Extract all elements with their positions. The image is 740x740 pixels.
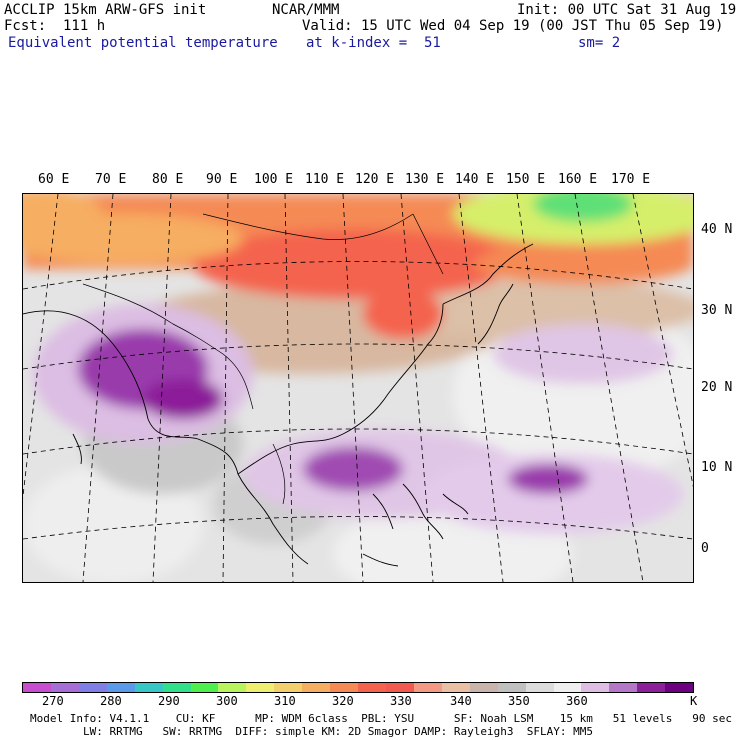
colorbar-tick-label: 290 <box>158 694 180 708</box>
smoothing-label: sm= 2 <box>578 35 621 51</box>
colorbar <box>22 682 694 693</box>
coastlines <box>23 243 534 567</box>
colorbar-swatch <box>190 683 219 692</box>
model-info-line2: LW: RRTMG SW: RRTMG DIFF: simple KM: 2D … <box>83 725 593 738</box>
colorbar-tick-label: 310 <box>274 694 296 708</box>
latitude-label: 0 <box>701 541 709 556</box>
colorbar-swatch <box>637 683 666 692</box>
colorbar-swatch <box>106 683 135 692</box>
longitude-label: 120 E <box>355 172 395 187</box>
colorbar-swatch <box>358 683 386 692</box>
colorbar-tick-label: 360 <box>566 694 588 708</box>
colorbar-tick-label: 320 <box>332 694 354 708</box>
colorbar-tick-label: 350 <box>508 694 530 708</box>
map-panel <box>22 193 694 583</box>
colorbar-swatch <box>23 683 51 692</box>
colorbar-swatch <box>553 683 582 692</box>
organization-label: NCAR/MMM <box>272 2 340 18</box>
colorbar-tick-label: 280 <box>100 694 122 708</box>
colorbar-swatch <box>497 683 526 692</box>
field-name: Equivalent potential temperature <box>8 35 278 51</box>
theta-e-field-map <box>23 194 693 582</box>
longitude-label: 110 E <box>305 172 345 187</box>
colorbar-swatch <box>302 683 331 692</box>
colorbar-swatch <box>609 683 638 692</box>
init-time: Init: 00 UTC Sat 31 Aug 19 <box>517 2 737 18</box>
latitude-label: 20 N <box>701 380 733 395</box>
longitude-label: 160 E <box>558 172 598 187</box>
colorbar-tick-label: 270 <box>42 694 64 708</box>
latitude-label: 30 N <box>701 303 733 318</box>
longitude-label: 70 E <box>95 172 127 187</box>
colorbar-unit: K <box>690 694 698 708</box>
longitude-label: 90 E <box>206 172 238 187</box>
colorbar-swatch <box>218 683 247 692</box>
colorbar-swatch <box>330 683 359 692</box>
graticule <box>23 194 693 582</box>
colorbar-swatch <box>441 683 470 692</box>
valid-time: Valid: 15 UTC Wed 04 Sep 19 (00 JST Thu … <box>302 18 724 34</box>
colorbar-tick-label: 340 <box>450 694 472 708</box>
longitude-label: 170 E <box>611 172 651 187</box>
latitude-label: 40 N <box>701 222 733 237</box>
longitude-label: 150 E <box>506 172 546 187</box>
field-patches <box>23 194 693 582</box>
colorbar-swatch <box>50 683 79 692</box>
longitude-label: 100 E <box>254 172 294 187</box>
colorbar-swatch <box>665 683 694 692</box>
model-info-line1: Model Info: V4.1.1 CU: KF MP: WDM 6class… <box>30 712 732 725</box>
colorbar-swatch <box>525 683 554 692</box>
colorbar-swatch <box>469 683 498 692</box>
country-borders <box>82 213 444 505</box>
colorbar-swatch <box>385 683 414 692</box>
level-index: at k-index = 51 <box>306 35 441 51</box>
colorbar-swatch <box>78 683 107 692</box>
colorbar-swatch <box>162 683 191 692</box>
colorbar-swatch <box>274 683 303 692</box>
colorbar-swatch <box>581 683 610 692</box>
longitude-label: 80 E <box>152 172 184 187</box>
model-title: ACCLIP 15km ARW-GFS init <box>4 2 207 18</box>
colorbar-tick-label: 330 <box>390 694 412 708</box>
longitude-label: 130 E <box>405 172 445 187</box>
longitude-label: 60 E <box>38 172 70 187</box>
forecast-hour: Fcst: 111 h <box>4 18 106 34</box>
colorbar-tick-label: 300 <box>216 694 238 708</box>
longitude-label: 140 E <box>455 172 495 187</box>
colorbar-swatch <box>134 683 163 692</box>
latitude-label: 10 N <box>701 460 733 475</box>
colorbar-swatch <box>246 683 275 692</box>
colorbar-swatch <box>413 683 442 692</box>
